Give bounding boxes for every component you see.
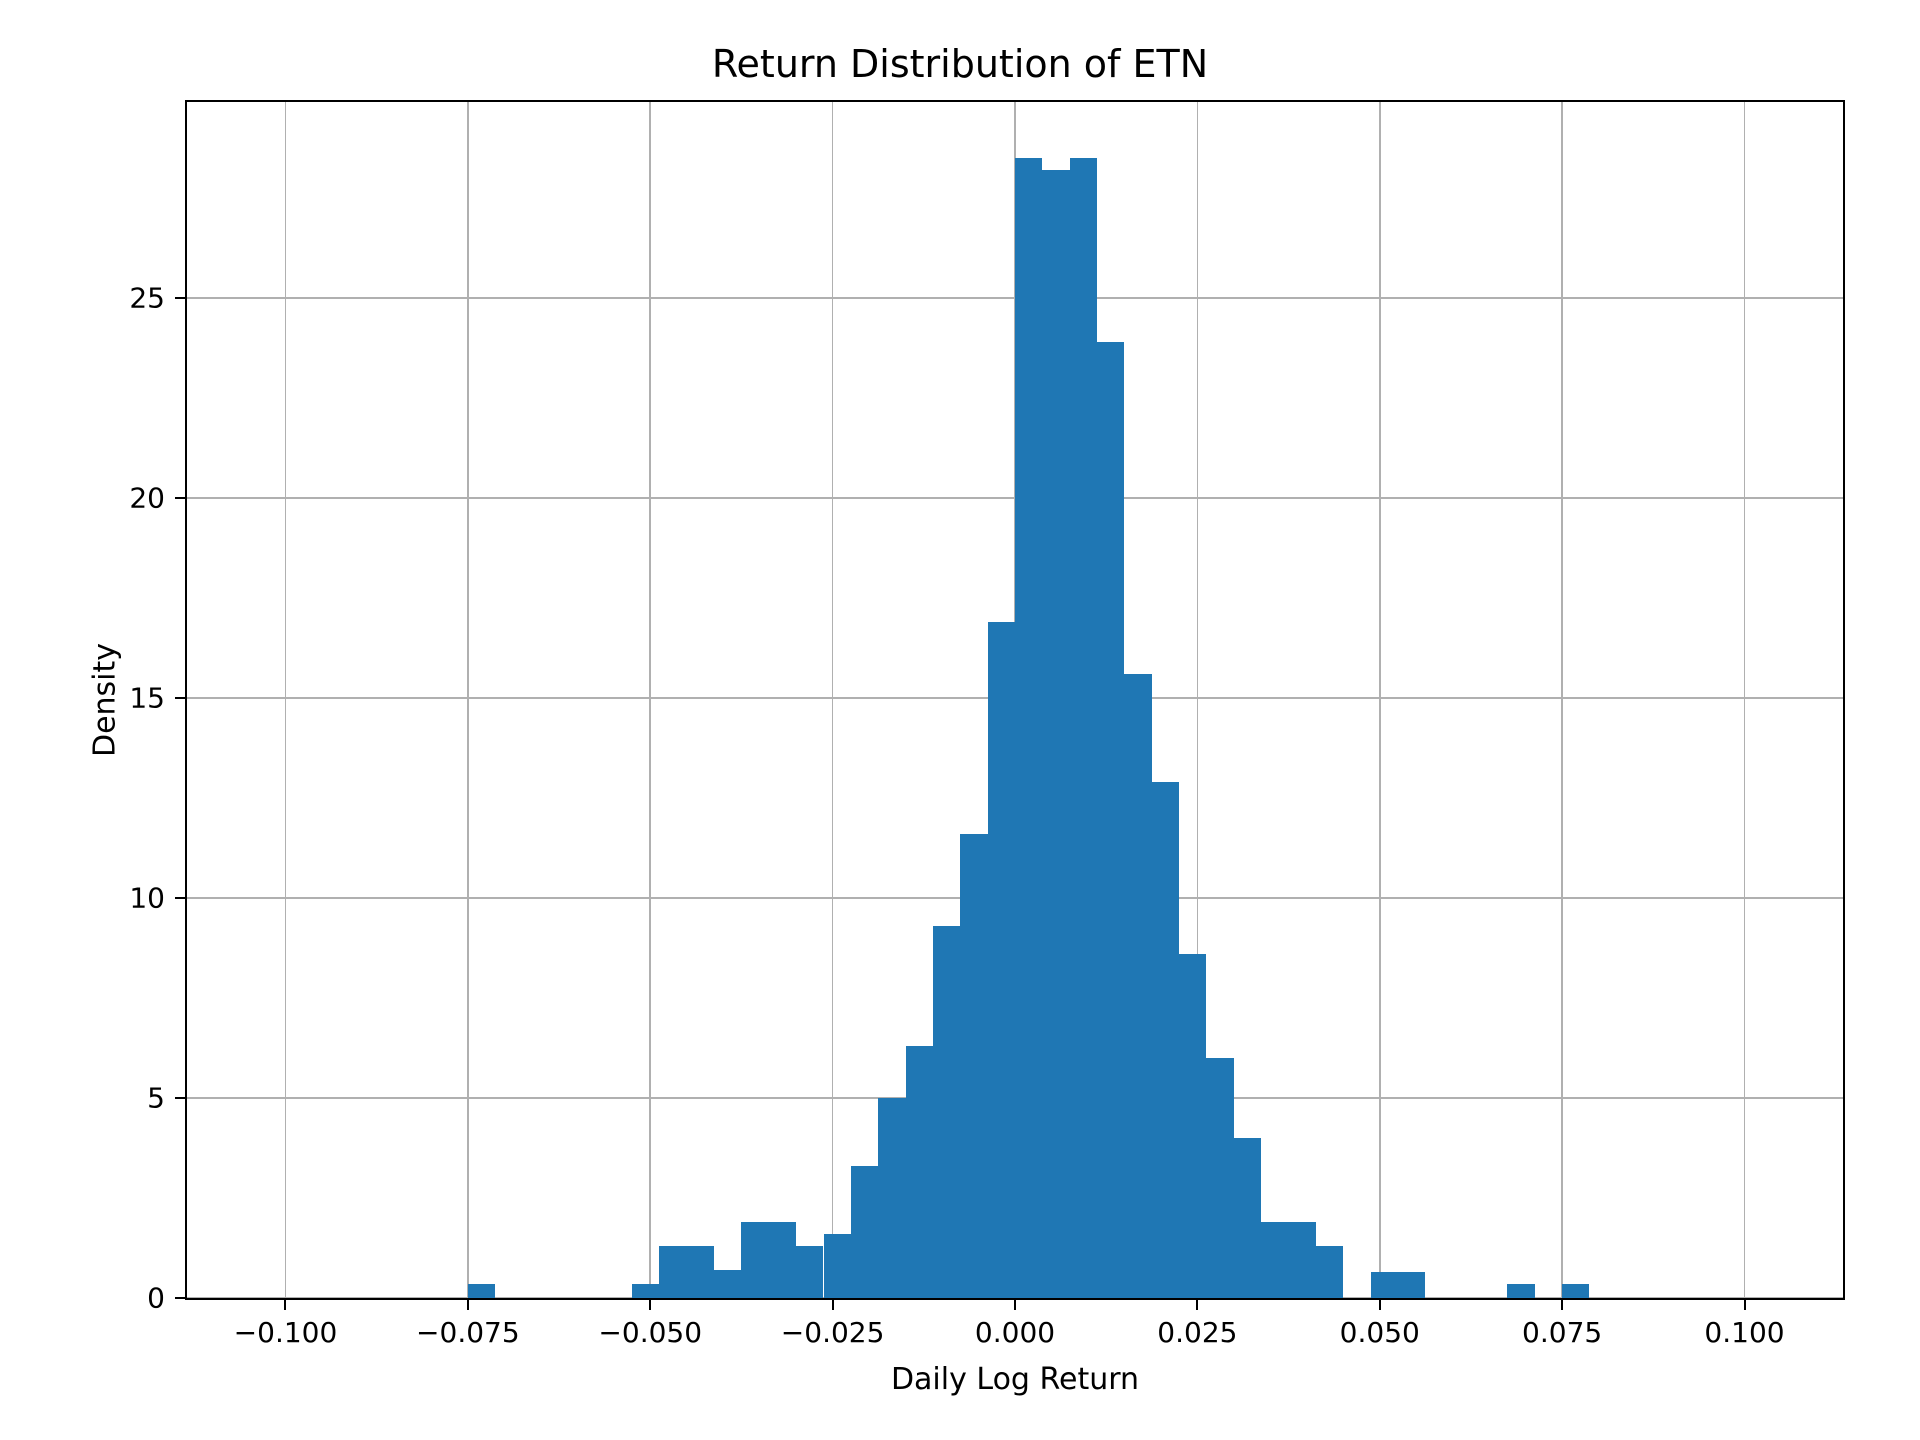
x-tick-label: 0.025 bbox=[1157, 1316, 1237, 1349]
y-tick-label: 5 bbox=[147, 1082, 165, 1115]
x-tick-label: −0.050 bbox=[598, 1316, 702, 1349]
x-tick bbox=[1379, 1300, 1381, 1310]
histogram-bar bbox=[632, 1284, 659, 1298]
histogram-bar bbox=[933, 926, 960, 1298]
histogram-bar bbox=[1097, 342, 1124, 1298]
y-tick-label: 0 bbox=[147, 1282, 165, 1315]
grid-line-vertical bbox=[832, 102, 834, 1298]
x-tick bbox=[284, 1300, 286, 1310]
histogram-bar bbox=[906, 1046, 933, 1298]
histogram-bar bbox=[1562, 1284, 1589, 1298]
histogram-figure: Return Distribution of ETN Daily Log Ret… bbox=[0, 0, 1920, 1440]
x-tick-label: 0.000 bbox=[975, 1316, 1055, 1349]
chart-title: Return Distribution of ETN bbox=[0, 42, 1920, 86]
histogram-bar bbox=[1152, 782, 1179, 1298]
y-tick bbox=[175, 697, 185, 699]
x-tick bbox=[1744, 1300, 1746, 1310]
histogram-bar bbox=[1042, 170, 1069, 1298]
y-tick bbox=[175, 897, 185, 899]
histogram-bar bbox=[1398, 1272, 1425, 1298]
y-tick bbox=[175, 297, 185, 299]
histogram-bar bbox=[1289, 1222, 1316, 1298]
histogram-bar bbox=[851, 1166, 878, 1298]
grid-line-vertical bbox=[285, 102, 287, 1298]
histogram-bar bbox=[714, 1270, 741, 1298]
histogram-bar bbox=[1015, 158, 1042, 1298]
x-tick-label: −0.025 bbox=[781, 1316, 885, 1349]
histogram-bar bbox=[960, 834, 987, 1298]
histogram-bar bbox=[1316, 1246, 1343, 1298]
x-tick-label: 0.100 bbox=[1704, 1316, 1784, 1349]
chart-plot-area bbox=[185, 100, 1845, 1300]
histogram-bar bbox=[796, 1246, 823, 1298]
x-axis-label: Daily Log Return bbox=[891, 1362, 1139, 1397]
histogram-bar bbox=[1124, 674, 1151, 1298]
histogram-bar bbox=[1371, 1272, 1398, 1298]
grid-line-vertical bbox=[649, 102, 651, 1298]
histogram-bar bbox=[878, 1098, 905, 1298]
histogram-bar bbox=[1179, 954, 1206, 1298]
grid-line-vertical bbox=[1379, 102, 1381, 1298]
y-tick bbox=[175, 1297, 185, 1299]
y-tick bbox=[175, 497, 185, 499]
grid-line-vertical bbox=[1744, 102, 1746, 1298]
x-tick-label: −0.100 bbox=[234, 1316, 338, 1349]
histogram-bar bbox=[769, 1222, 796, 1298]
histogram-bar bbox=[988, 622, 1015, 1298]
y-tick-label: 20 bbox=[129, 482, 165, 515]
histogram-bar bbox=[1206, 1058, 1233, 1298]
x-tick bbox=[1561, 1300, 1563, 1310]
y-axis-label: Density bbox=[88, 643, 123, 757]
x-tick bbox=[467, 1300, 469, 1310]
x-tick bbox=[1014, 1300, 1016, 1310]
histogram-bar bbox=[1234, 1138, 1261, 1298]
grid-line-vertical bbox=[1561, 102, 1563, 1298]
x-tick-label: −0.075 bbox=[416, 1316, 520, 1349]
y-tick bbox=[175, 1097, 185, 1099]
histogram-bar bbox=[687, 1246, 714, 1298]
y-tick-label: 25 bbox=[129, 282, 165, 315]
x-tick-label: 0.075 bbox=[1522, 1316, 1602, 1349]
histogram-bar bbox=[468, 1284, 495, 1298]
histogram-bar bbox=[824, 1234, 851, 1298]
grid-line-vertical bbox=[467, 102, 469, 1298]
y-tick-label: 10 bbox=[129, 882, 165, 915]
x-tick bbox=[1196, 1300, 1198, 1310]
histogram-bar bbox=[1507, 1284, 1534, 1298]
histogram-bar bbox=[1261, 1222, 1288, 1298]
x-tick bbox=[649, 1300, 651, 1310]
histogram-bar bbox=[1070, 158, 1097, 1298]
x-tick-label: 0.050 bbox=[1340, 1316, 1420, 1349]
histogram-bar bbox=[659, 1246, 686, 1298]
x-tick bbox=[832, 1300, 834, 1310]
histogram-bar bbox=[741, 1222, 768, 1298]
y-tick-label: 15 bbox=[129, 682, 165, 715]
